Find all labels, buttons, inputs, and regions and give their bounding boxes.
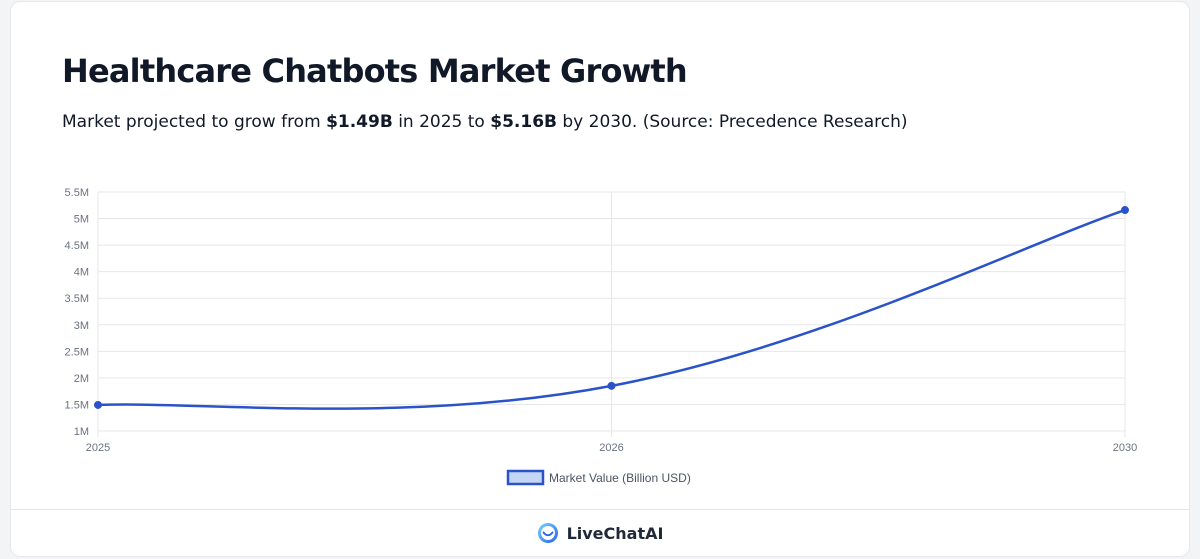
- subtitle-mid: in 2025 to: [392, 112, 491, 132]
- y-tick-label: 4M: [74, 267, 89, 279]
- x-tick-label: 2025: [86, 442, 110, 454]
- livechatai-logo-icon: [537, 523, 558, 543]
- subtitle-end-value: $5.16B: [490, 112, 557, 132]
- data-point: [94, 400, 102, 409]
- footer: LiveChatAI: [11, 509, 1189, 556]
- legend-swatch: [506, 469, 545, 486]
- y-tick-label: 3M: [74, 320, 89, 332]
- subtitle-prefix: Market projected to grow from: [62, 112, 327, 132]
- x-tick-label: 2030: [1113, 442, 1137, 454]
- y-tick-label: 5.5M: [65, 187, 89, 199]
- line-chart: 1M 1.5M 2M 2.5M 3M 3.5M 4M 4.5M 5M 5.5M 2025 2026 20…: [65, 187, 1137, 486]
- legend-label: Market Value (Billion USD): [549, 471, 691, 485]
- data-point: [607, 381, 616, 390]
- y-tick-label: 1M: [74, 426, 89, 438]
- y-tick-label: 4.5M: [65, 240, 89, 252]
- y-tick-label: 1.5M: [65, 399, 89, 411]
- data-point: [1121, 206, 1129, 215]
- y-tick-label: 3.5M: [65, 293, 89, 305]
- footer-brand: LiveChatAI: [566, 523, 664, 543]
- page-title: Healthcare Chatbots Market Growth: [62, 52, 688, 90]
- y-tick-label: 2M: [74, 373, 89, 385]
- page-subtitle: Market projected to grow from $1.49B in …: [62, 112, 908, 132]
- y-tick-label: 2.5M: [65, 346, 89, 358]
- subtitle-start-value: $1.49B: [326, 112, 393, 132]
- subtitle-suffix: by 2030. (Source: Precedence Research): [556, 112, 908, 132]
- chart-card: Healthcare Chatbots Market Growth Market…: [10, 1, 1190, 557]
- y-tick-label: 5M: [74, 214, 89, 226]
- x-tick-label: 2026: [599, 442, 623, 454]
